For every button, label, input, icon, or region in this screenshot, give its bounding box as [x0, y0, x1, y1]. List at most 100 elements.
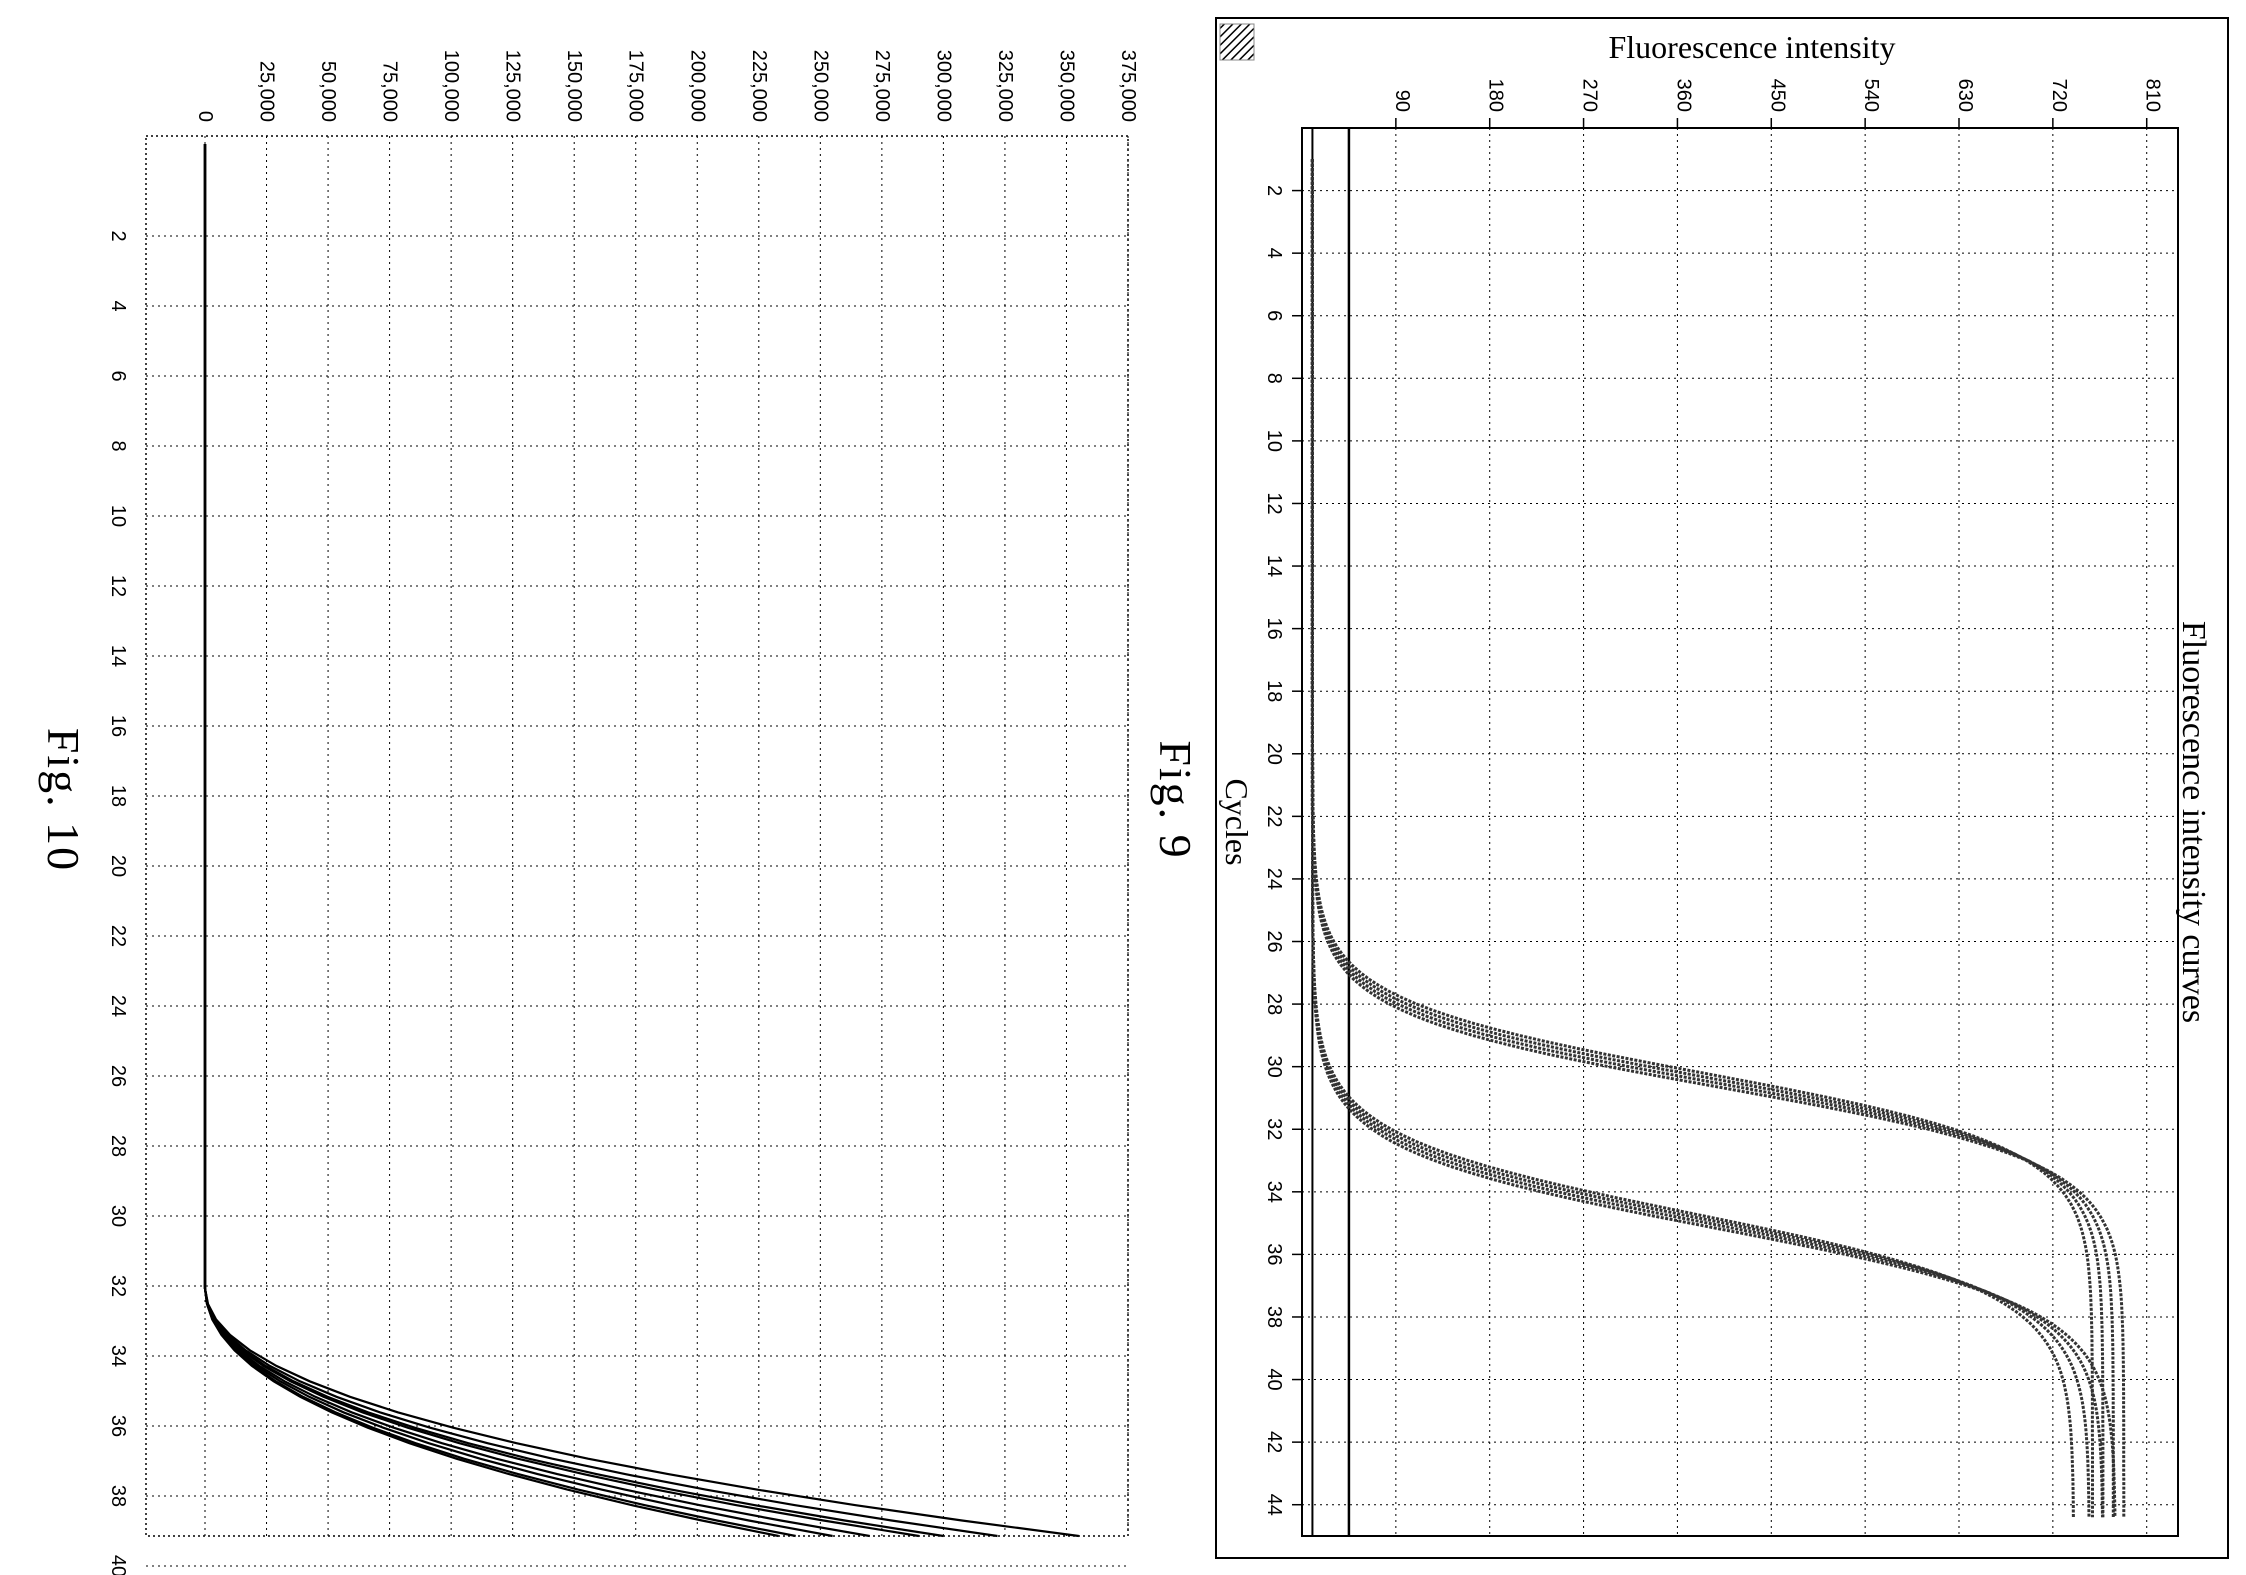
fig9-x-tick-label: 32 — [1263, 1118, 1285, 1140]
fig9-x-tick-label: 16 — [1263, 617, 1285, 639]
fig10-y-tick-label: 50,000 — [317, 61, 339, 122]
fig9-x-tick-label: 24 — [1263, 868, 1285, 890]
fig10-series-line — [203, 144, 779, 1538]
fig9-y-tick-label: 450 — [1766, 79, 1788, 112]
fig9-x-tick-label: 42 — [1263, 1431, 1285, 1453]
fig9-x-axis-label: Cycles — [1219, 778, 1255, 865]
fig10-x-tick-label: 12 — [107, 575, 129, 597]
fig10-series-line — [203, 144, 998, 1538]
fig10-y-tick-label: 200,000 — [686, 50, 708, 122]
fig10-series-line — [203, 144, 919, 1538]
fig9-x-tick-label: 6 — [1263, 310, 1285, 321]
fig9-x-tick-label: 36 — [1263, 1243, 1285, 1265]
fig10-y-tick-label: 125,000 — [502, 50, 524, 122]
fig10-x-tick-label: 8 — [107, 440, 129, 451]
fig10-y-tick-label: 325,000 — [994, 50, 1016, 122]
fig10-y-tick-label: 375,000 — [1117, 50, 1139, 122]
fig9-series-line — [1310, 159, 2117, 1518]
fig10-series-line — [203, 144, 796, 1538]
fig10-y-tick-label: 250,000 — [809, 50, 831, 122]
fig9-curves — [1310, 128, 2126, 1536]
fig10-x-tick-label: 38 — [107, 1485, 129, 1507]
fig10-y-tick-label: 350,000 — [1055, 50, 1077, 122]
fig9-series-line — [1310, 159, 2094, 1518]
fig10-x-tick-label: 6 — [107, 370, 129, 381]
fig10-series-line — [203, 144, 870, 1538]
fig10-x-tick-label: 32 — [107, 1275, 129, 1297]
fig9-x-tick-label: 18 — [1263, 680, 1285, 702]
fig10-x-tick-label: 10 — [107, 505, 129, 527]
fig10-y-tick-label: 150,000 — [563, 50, 585, 122]
fig9-x-tick-label: 38 — [1263, 1306, 1285, 1328]
fig10-y-tick-label: 100,000 — [440, 50, 462, 122]
fig9-x-tick-label: 26 — [1263, 930, 1285, 952]
fig9-title: Fluorescence intensity curves — [2175, 621, 2212, 1023]
fig10-x-tick-label: 40 — [107, 1555, 129, 1575]
fig9-x-tick-label: 2 — [1263, 185, 1285, 196]
fig9-x-tick-label: 8 — [1263, 373, 1285, 384]
fig10-x-tick-label: 4 — [107, 300, 129, 311]
fig9-x-tick-label: 30 — [1263, 1056, 1285, 1078]
fig10-x-tick-label: 30 — [107, 1205, 129, 1227]
fig9-series-line — [1310, 159, 2126, 1518]
fig10-x-tick-label: 22 — [107, 925, 129, 947]
fig9-y-tick-label: 90 — [1391, 90, 1413, 112]
fig9-x-tick-label: 12 — [1263, 492, 1285, 514]
fig10-y-tick-label: 300,000 — [932, 50, 954, 122]
fig10-y-ticks: 0 25,000 50,000 75,000 100,000 125,000 150,000… — [194, 50, 1139, 122]
fig9-y-ticks: 90 180 270 360 450 540 630 720 810 — [1391, 79, 2164, 128]
fig9-series-line — [1310, 159, 2091, 1518]
fig10-plot-frame — [145, 135, 1129, 1537]
fig10-y-tick-label: 225,000 — [748, 50, 770, 122]
fig9-x-tick-label: 28 — [1263, 993, 1285, 1015]
fig9-series-line — [1310, 159, 2104, 1518]
fig9-y-tick-label: 270 — [1579, 79, 1601, 112]
fig10-y-tick-label: 275,000 — [871, 50, 893, 122]
fig10-x-tick-label: 28 — [107, 1135, 129, 1157]
fig10-x-tick-label: 34 — [107, 1345, 129, 1367]
fig10-y-tick-label: 25,000 — [256, 61, 278, 122]
fig10-grid — [146, 136, 1129, 1567]
fig10-series-line — [203, 144, 833, 1538]
fig10-x-tick-label: 2 — [107, 230, 129, 241]
fig9-x-tick-label: 14 — [1263, 555, 1285, 577]
fig9-x-tick-label: 20 — [1263, 743, 1285, 765]
fig10-y-tick-label: 75,000 — [379, 61, 401, 122]
fig10-curves — [203, 144, 1079, 1538]
fig9-series-line — [1310, 159, 2115, 1518]
fig9-y-tick-label: 720 — [2048, 79, 2070, 112]
fig9-x-tick-label: 34 — [1263, 1181, 1285, 1203]
fig9-x-tick-label: 40 — [1263, 1368, 1285, 1390]
fig10-x-tick-label: 26 — [107, 1065, 129, 1087]
fig9-x-tick-label: 22 — [1263, 805, 1285, 827]
fig10-x-tick-label: 16 — [107, 715, 129, 737]
fig10-y-tick-label: 0 — [194, 111, 216, 122]
fig9-x-tick-label: 44 — [1263, 1494, 1285, 1516]
fig9-grid — [1302, 128, 2178, 1536]
fig9-chart: 2468101214161820222426283032343638404244… — [1150, 17, 2229, 1559]
fig9-outer-frame — [1215, 17, 2229, 1559]
fig9-y-tick-label: 540 — [1860, 79, 1882, 112]
fig9-x-tick-label: 10 — [1263, 430, 1285, 452]
fig9-caption: Fig. 9 — [1150, 740, 1201, 859]
fig10-caption: Fig. 10 — [38, 728, 89, 872]
fig9-y-tick-label: 360 — [1672, 79, 1694, 112]
fig10-series-line — [203, 144, 1079, 1538]
fig9-y-tick-label: 630 — [1954, 79, 1976, 112]
fig9-y-tick-label: 180 — [1485, 79, 1507, 112]
fig10-x-tick-label: 20 — [107, 855, 129, 877]
fig9-legend-swatch — [1219, 23, 1255, 61]
fig9-x-tick-label: 4 — [1263, 248, 1285, 259]
fig10-x-tick-label: 14 — [107, 645, 129, 667]
fig9-y-axis-label: Fluorescence intensity — [1608, 29, 1895, 65]
fig10-x-tick-label: 24 — [107, 995, 129, 1017]
fig9-y-tick-label: 810 — [2142, 79, 2164, 112]
fig9-series-line — [1310, 159, 2105, 1518]
fig10-y-tick-label: 175,000 — [625, 50, 647, 122]
fig10-x-tick-label: 18 — [107, 785, 129, 807]
fig9-plot-frame — [1301, 127, 2179, 1537]
